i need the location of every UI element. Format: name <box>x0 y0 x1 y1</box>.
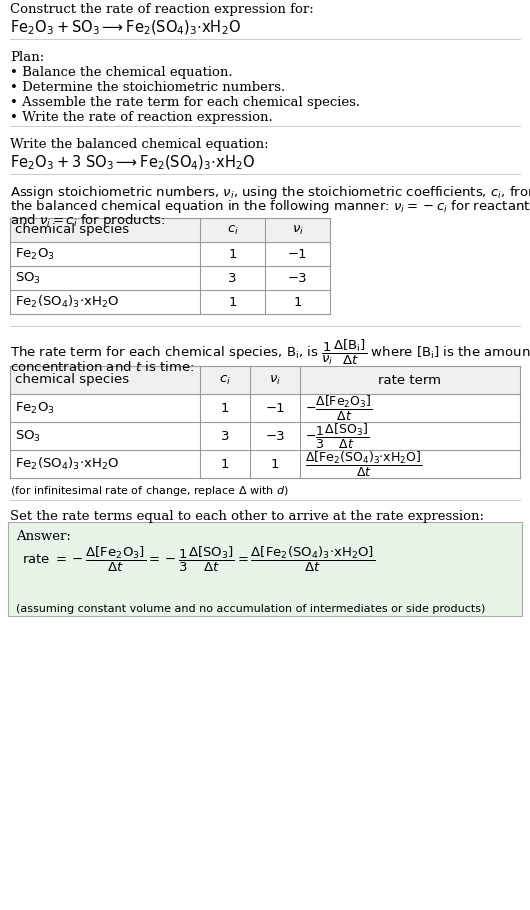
Text: $\mathrm{Fe_2O_3}$: $\mathrm{Fe_2O_3}$ <box>15 247 55 261</box>
Text: (assuming constant volume and no accumulation of intermediates or side products): (assuming constant volume and no accumul… <box>16 604 485 614</box>
Text: The rate term for each chemical species, $\mathrm{B_i}$, is $\dfrac{1}{\nu_i}\df: The rate term for each chemical species,… <box>10 338 530 368</box>
Text: $\mathrm{Fe_2(SO_4)_3{\cdot}xH_2O}$: $\mathrm{Fe_2(SO_4)_3{\cdot}xH_2O}$ <box>15 456 119 472</box>
Bar <box>10 366 520 394</box>
Text: 1: 1 <box>293 296 302 308</box>
Text: $\mathrm{Fe_2O_3 + 3\ SO_3 \longrightarrow Fe_2(SO_4)_3{\cdot}xH_2O}$: $\mathrm{Fe_2O_3 + 3\ SO_3 \longrightarr… <box>10 154 255 172</box>
Text: rate $= -\dfrac{\Delta[\mathrm{Fe_2O_3}]}{\Delta t} = -\dfrac{1}{3}\dfrac{\Delta: rate $= -\dfrac{\Delta[\mathrm{Fe_2O_3}]… <box>22 544 375 573</box>
Text: −3: −3 <box>265 430 285 442</box>
Text: 3: 3 <box>221 430 229 442</box>
Text: Plan:: Plan: <box>10 51 44 64</box>
Text: (for infinitesimal rate of change, replace $\Delta$ with $d$): (for infinitesimal rate of change, repla… <box>10 484 289 498</box>
Text: $\mathrm{SO_3}$: $\mathrm{SO_3}$ <box>15 429 41 443</box>
Text: $\dfrac{\Delta[\mathrm{Fe_2(SO_4)_3{\cdot}xH_2O}]}{\Delta t}$: $\dfrac{\Delta[\mathrm{Fe_2(SO_4)_3{\cdo… <box>305 450 422 479</box>
Text: 1: 1 <box>228 248 237 260</box>
Text: Construct the rate of reaction expression for:: Construct the rate of reaction expressio… <box>10 3 314 16</box>
Text: and $\nu_i = c_i$ for products:: and $\nu_i = c_i$ for products: <box>10 212 165 229</box>
Text: 1: 1 <box>271 458 279 470</box>
Text: • Balance the chemical equation.: • Balance the chemical equation. <box>10 66 233 79</box>
Text: Write the balanced chemical equation:: Write the balanced chemical equation: <box>10 138 269 151</box>
Text: Answer:: Answer: <box>16 530 71 543</box>
FancyBboxPatch shape <box>8 522 522 616</box>
Text: • Write the rate of reaction expression.: • Write the rate of reaction expression. <box>10 111 273 124</box>
Text: chemical species: chemical species <box>15 224 129 237</box>
Text: concentration and $t$ is time:: concentration and $t$ is time: <box>10 360 194 374</box>
Text: • Assemble the rate term for each chemical species.: • Assemble the rate term for each chemic… <box>10 96 360 109</box>
Text: the balanced chemical equation in the following manner: $\nu_i = -c_i$ for react: the balanced chemical equation in the fo… <box>10 198 530 215</box>
Text: $c_i$: $c_i$ <box>219 373 231 387</box>
Text: • Determine the stoichiometric numbers.: • Determine the stoichiometric numbers. <box>10 81 285 94</box>
Text: chemical species: chemical species <box>15 373 129 387</box>
Text: $-\dfrac{1}{3}\dfrac{\Delta[\mathrm{SO_3}]}{\Delta t}$: $-\dfrac{1}{3}\dfrac{\Delta[\mathrm{SO_3… <box>305 421 369 450</box>
Text: $\nu_i$: $\nu_i$ <box>292 224 304 237</box>
Text: 1: 1 <box>221 458 229 470</box>
Text: $\mathrm{Fe_2O_3 + SO_3 \longrightarrow Fe_2(SO_4)_3{\cdot}xH_2O}$: $\mathrm{Fe_2O_3 + SO_3 \longrightarrow … <box>10 19 241 37</box>
Text: −1: −1 <box>288 248 307 260</box>
Text: $\nu_i$: $\nu_i$ <box>269 373 281 387</box>
Text: 3: 3 <box>228 271 237 285</box>
Text: −3: −3 <box>288 271 307 285</box>
Text: Set the rate terms equal to each other to arrive at the rate expression:: Set the rate terms equal to each other t… <box>10 510 484 523</box>
Text: $c_i$: $c_i$ <box>227 224 238 237</box>
Text: $\mathrm{Fe_2O_3}$: $\mathrm{Fe_2O_3}$ <box>15 400 55 416</box>
Text: $\mathrm{Fe_2(SO_4)_3{\cdot}xH_2O}$: $\mathrm{Fe_2(SO_4)_3{\cdot}xH_2O}$ <box>15 294 119 310</box>
Text: 1: 1 <box>221 401 229 414</box>
Text: $-\dfrac{\Delta[\mathrm{Fe_2O_3}]}{\Delta t}$: $-\dfrac{\Delta[\mathrm{Fe_2O_3}]}{\Delt… <box>305 393 373 422</box>
Bar <box>10 218 330 242</box>
Text: rate term: rate term <box>378 373 441 387</box>
Text: $\mathrm{SO_3}$: $\mathrm{SO_3}$ <box>15 270 41 286</box>
Text: Assign stoichiometric numbers, $\nu_i$, using the stoichiometric coefficients, $: Assign stoichiometric numbers, $\nu_i$, … <box>10 184 530 201</box>
Text: −1: −1 <box>265 401 285 414</box>
Text: 1: 1 <box>228 296 237 308</box>
